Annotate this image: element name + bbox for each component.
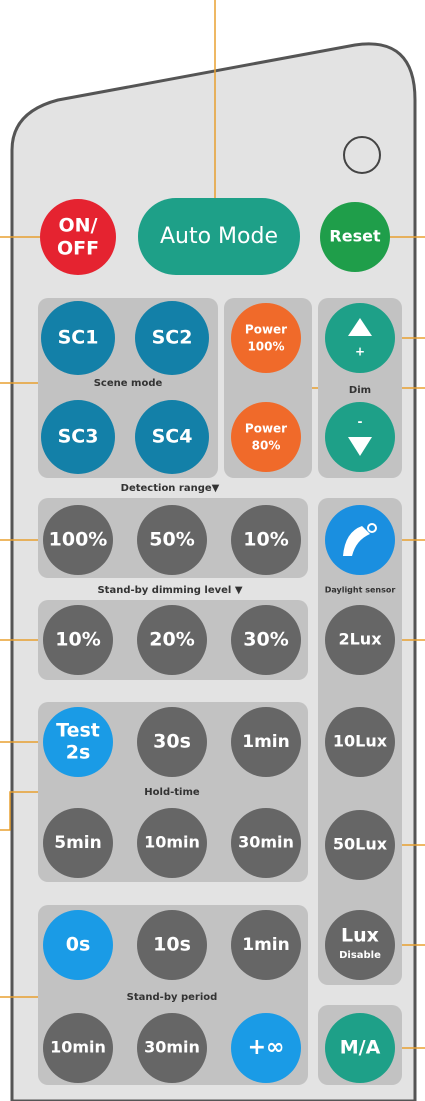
hold-button[interactable] <box>43 808 113 878</box>
label: Lux <box>341 925 379 947</box>
dim-level-button[interactable] <box>137 605 207 675</box>
range-button[interactable] <box>137 505 207 575</box>
label: 50Lux <box>333 835 388 854</box>
label: Auto Mode <box>160 224 278 249</box>
dim-level-button[interactable] <box>43 605 113 675</box>
power-80-button[interactable] <box>231 402 301 472</box>
period-button[interactable] <box>43 910 113 980</box>
period-button[interactable] <box>231 910 301 980</box>
lux-button[interactable] <box>325 605 395 675</box>
label: 30s <box>153 731 191 753</box>
panel-label: Scene mode <box>94 378 163 389</box>
on-off-button[interactable] <box>40 199 116 275</box>
label: 100% <box>49 529 108 551</box>
hold-button[interactable] <box>137 808 207 878</box>
test-button[interactable] <box>43 707 113 777</box>
label: 20% <box>149 629 194 651</box>
sc1-button[interactable] <box>41 301 115 375</box>
ir-window <box>343 136 381 174</box>
label: 0s <box>66 934 91 956</box>
label: 100% <box>247 340 284 354</box>
label: 30% <box>243 629 288 651</box>
sensor-icon <box>343 526 370 556</box>
sc3-button[interactable] <box>41 400 115 474</box>
label: 2s <box>66 742 91 764</box>
hold-button[interactable] <box>137 707 207 777</box>
label: 1min <box>242 935 289 955</box>
panel-label: Hold-time <box>144 787 200 798</box>
label: SC1 <box>58 327 99 349</box>
label: 1min <box>242 732 289 752</box>
auto-mode-button[interactable] <box>138 198 300 275</box>
lux-button[interactable] <box>325 810 395 880</box>
label: 80% <box>252 439 281 453</box>
panel-label: Dim <box>349 385 371 396</box>
label: 10% <box>55 629 100 651</box>
period-button[interactable] <box>137 1013 207 1083</box>
label: 10s <box>153 934 191 956</box>
label: 10min <box>50 1038 106 1057</box>
label: Test <box>56 720 100 742</box>
panel-label: Detection range▼ <box>121 483 220 494</box>
label: Power <box>245 422 287 436</box>
dim-up-button[interactable] <box>325 303 395 373</box>
range-button[interactable] <box>43 505 113 575</box>
hold-button[interactable] <box>231 808 301 878</box>
panel-label: Daylight sensor <box>325 586 396 595</box>
label: 2Lux <box>338 630 382 649</box>
label: Disable <box>339 950 381 961</box>
panel-label: Stand-by dimming level ▼ <box>97 585 242 596</box>
label: 10Lux <box>333 732 388 751</box>
label: 10min <box>144 833 200 852</box>
ma-button[interactable] <box>325 1013 395 1083</box>
reset-button[interactable] <box>320 202 390 272</box>
label: - <box>358 415 363 429</box>
label: ON/ <box>59 215 98 237</box>
label: OFF <box>57 238 99 260</box>
label: Reset <box>329 227 381 246</box>
sun-icon <box>367 523 377 533</box>
label: 10% <box>243 529 288 551</box>
label: Power <box>245 323 287 337</box>
label: SC3 <box>58 426 99 448</box>
label: 5min <box>54 833 101 853</box>
dim-level-button[interactable] <box>231 605 301 675</box>
lux-disable-button[interactable] <box>325 910 395 980</box>
range-button[interactable] <box>231 505 301 575</box>
sc4-button[interactable] <box>135 400 209 474</box>
hold-button[interactable] <box>231 707 301 777</box>
period-button[interactable] <box>43 1013 113 1083</box>
sc2-button[interactable] <box>135 301 209 375</box>
label: 30min <box>238 833 294 852</box>
label: +∞ <box>248 1035 285 1060</box>
label: SC2 <box>152 327 193 349</box>
lux-button[interactable] <box>325 707 395 777</box>
label: SC4 <box>152 426 193 448</box>
label: 30min <box>144 1038 200 1057</box>
period-button[interactable] <box>137 910 207 980</box>
arrow-up <box>348 318 372 336</box>
arrow-down <box>348 437 372 456</box>
label: 50% <box>149 529 194 551</box>
power-100-button[interactable] <box>231 303 301 373</box>
label: M/A <box>340 1037 381 1059</box>
period-button[interactable] <box>231 1013 301 1083</box>
label: + <box>355 345 365 359</box>
panel-label: Stand-by period <box>127 992 218 1003</box>
